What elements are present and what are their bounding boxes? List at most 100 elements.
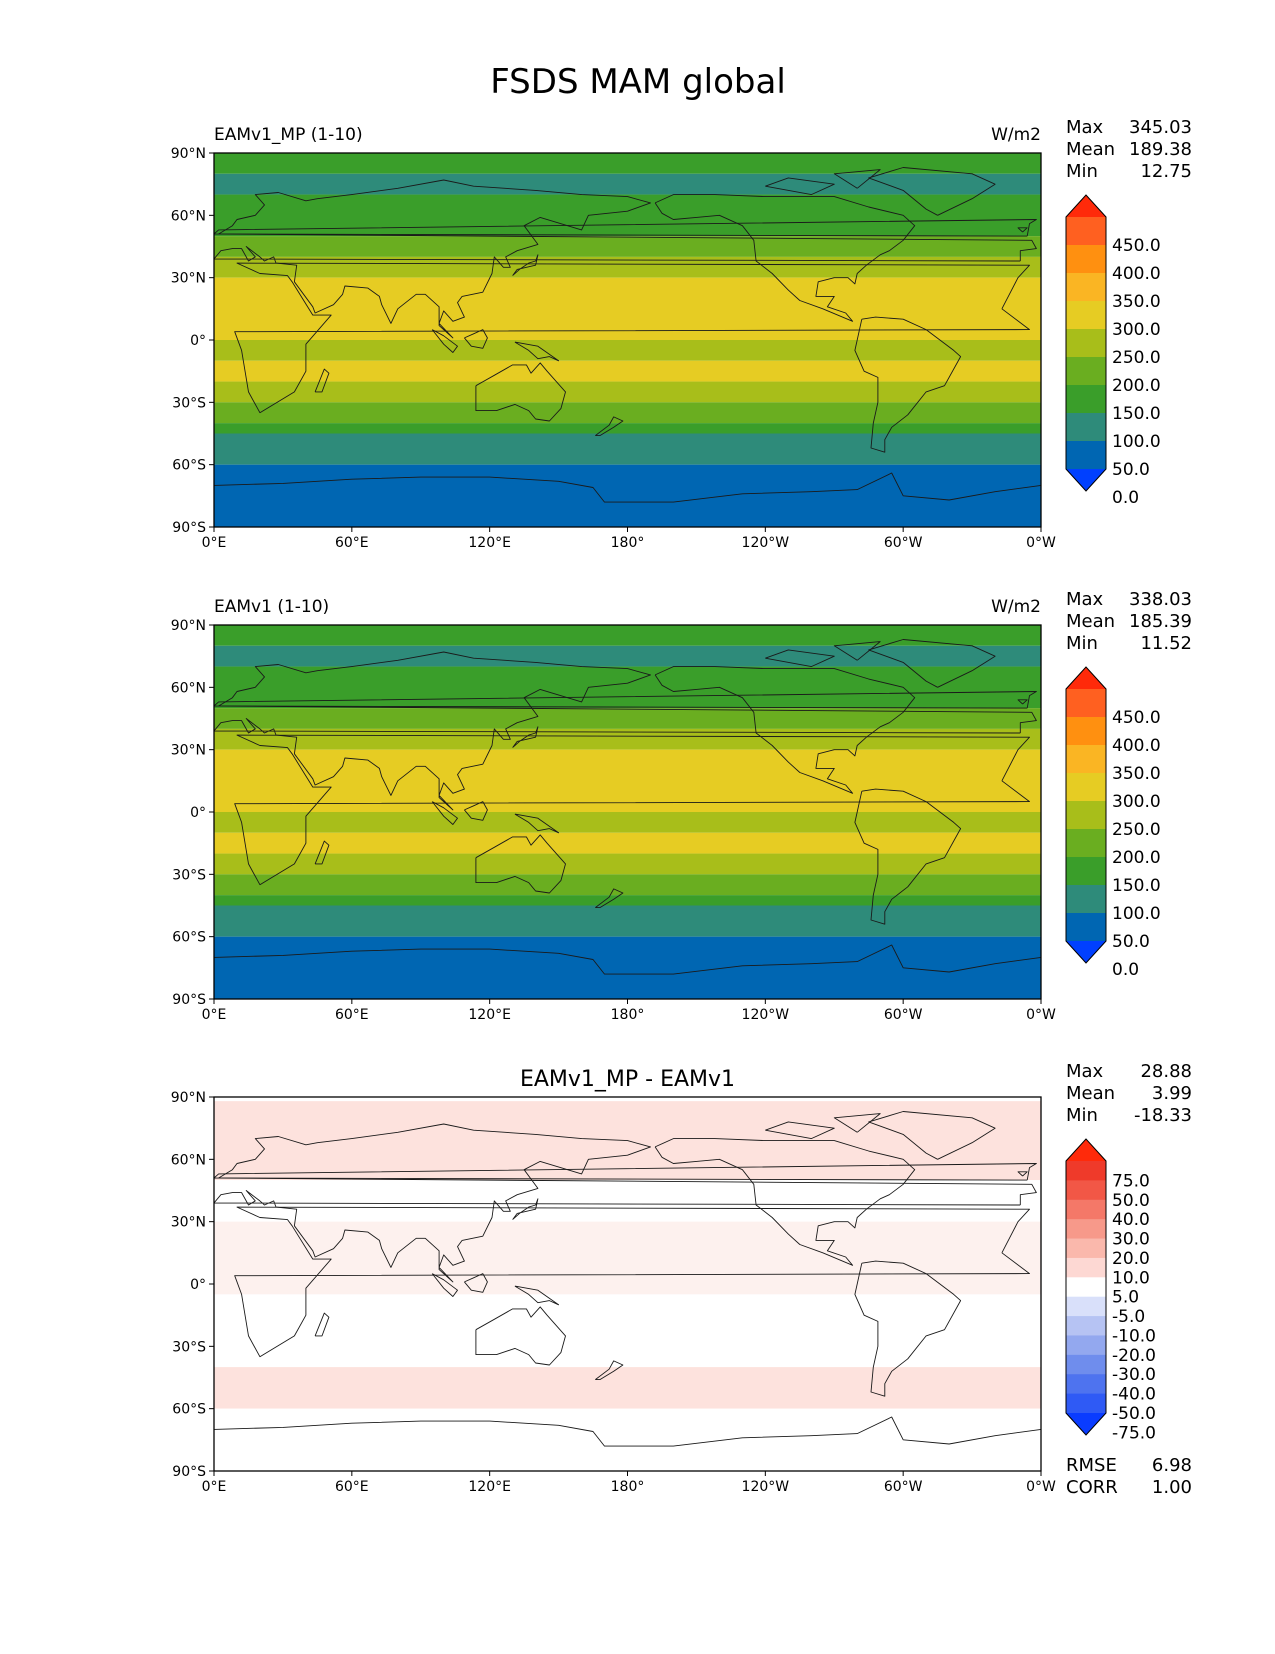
colorbar-segment [1066,1219,1106,1240]
colorbar-label: -5.0 [1112,1307,1145,1327]
page-title: FSDS MAM global [490,62,786,102]
colorbar-extend-top [1066,667,1106,689]
coastline-8 [464,1273,488,1293]
panel-left-title: EAMv1 (1-10) [214,597,329,617]
contour-band-3 [214,708,1041,729]
colorbar-segment [1066,1316,1106,1336]
x-tick-label: 180° [611,1007,645,1023]
stat-label: Min [1066,633,1098,654]
colorbar-label: -10.0 [1112,1326,1156,1346]
coastline-5 [868,639,996,688]
x-tick-label: 0°E [202,1479,227,1495]
panel-test: 0°E 60°E 120°E 180° 120°W 60°W 0°W 90°N 60°N 30°N… [171,117,1192,551]
x-tick-label: 180° [611,1479,645,1495]
colorbar-label: -30.0 [1112,1365,1156,1385]
contour-band-0 [214,1097,1041,1102]
colorbar-segment [1066,1354,1106,1375]
y-tick-label: 30°S [172,395,206,411]
colorbar-segment [1066,717,1106,746]
stat-label: Mean [1066,1083,1115,1104]
panel-units: W/m2 [991,597,1041,617]
panel-units: W/m2 [991,125,1041,145]
colorbar-segment [1066,801,1106,830]
colorbar-label: 250.0 [1112,348,1161,368]
colorbar-label: 30.0 [1112,1230,1150,1250]
colorbar-label: 200.0 [1112,376,1161,396]
colorbar: 450.0 400.0 350.0 300.0 250.0 200.0 150.0 100.0… [1065,194,1161,508]
coastline-4 [854,316,962,453]
colorbar-label: 50.0 [1112,1191,1150,1211]
x-tick-label: 120°W [742,1007,790,1023]
stat-value: 185.39 [1129,611,1192,632]
stat-value: -18.33 [1134,1105,1192,1126]
coastline-3 [654,666,916,794]
stat-value: 28.88 [1140,1061,1192,1082]
colorbar-outline [1065,1138,1107,1436]
colorbar-label: 450.0 [1112,708,1161,728]
contour-band-11 [214,433,1041,465]
coastline-7 [431,329,458,353]
x-tick-label: 120°E [468,1007,511,1023]
stat-label: Max [1066,117,1104,138]
y-tick-label: 30°S [172,1339,206,1355]
x-tick-label: 180° [611,535,645,551]
coastline-14 [214,472,1041,503]
x-tick-label: 0°W [1026,535,1056,551]
colorbar-label: 200.0 [1112,848,1161,868]
colorbar-segment [1066,1335,1106,1356]
y-tick-label: 90°N [171,146,206,162]
y-tick-label: 90°S [172,520,206,536]
contour-band-2 [214,1180,1041,1222]
x-tick-label: 60°E [335,1479,369,1495]
contour-band-1 [214,173,1041,195]
stat-label: CORR [1066,1477,1118,1498]
colorbar-extend-bottom [1066,1413,1106,1435]
contour-band-6 [214,1408,1041,1471]
contour-band-0 [214,153,1041,174]
colorbar-label: -40.0 [1112,1385,1156,1405]
colorbar-label: 50.0 [1112,460,1150,480]
contour-band-7 [214,360,1041,382]
colorbar-segment [1066,273,1106,302]
coastline-6 [512,1198,539,1220]
y-tick-label: 0° [190,1277,206,1293]
coastline-0 [234,262,1030,414]
coastline-15 [765,177,835,196]
coastline-3 [654,194,916,322]
x-tick-label: 60°W [884,1479,923,1495]
coastline-14 [214,944,1041,975]
contour-band-9 [214,402,1041,424]
colorbar-segment [1066,357,1106,386]
contour-band-9 [214,874,1041,896]
coastline-7 [431,1273,458,1297]
coastline-4 [854,1260,962,1397]
colorbar-label: 5.0 [1112,1288,1139,1308]
colorbar-segment [1066,773,1106,802]
colorbar-segment [1066,1199,1106,1220]
stat-label: Max [1066,1061,1104,1082]
contour-band-8 [214,853,1041,875]
coastline-8 [464,329,488,349]
y-tick-label: 90°N [171,618,206,634]
y-tick-label: 90°S [172,992,206,1008]
colorbar-outline [1065,666,1107,964]
stat-label: Min [1066,1105,1098,1126]
x-tick-label: 0°E [202,535,227,551]
contour-fill [214,625,1041,999]
stat-label: Mean [1066,611,1115,632]
coastline-7 [431,801,458,825]
contour-band-3 [214,1221,1041,1295]
coastline-5 [868,1111,996,1160]
x-tick-label: 120°W [742,535,790,551]
coastline-1 [214,651,1037,811]
stat-value: 3.99 [1152,1083,1192,1104]
y-tick-label: 60°N [171,1152,206,1168]
contour-band-6 [214,812,1041,833]
coastline-15 [765,1121,835,1140]
coastline-1 [214,179,1037,339]
coastline-0 [234,734,1030,886]
stat-label: Max [1066,589,1104,610]
y-tick-label: 30°S [172,867,206,883]
colorbar-label: 50.0 [1112,932,1150,952]
panel-left-title: EAMv1_MP (1-10) [214,125,363,145]
